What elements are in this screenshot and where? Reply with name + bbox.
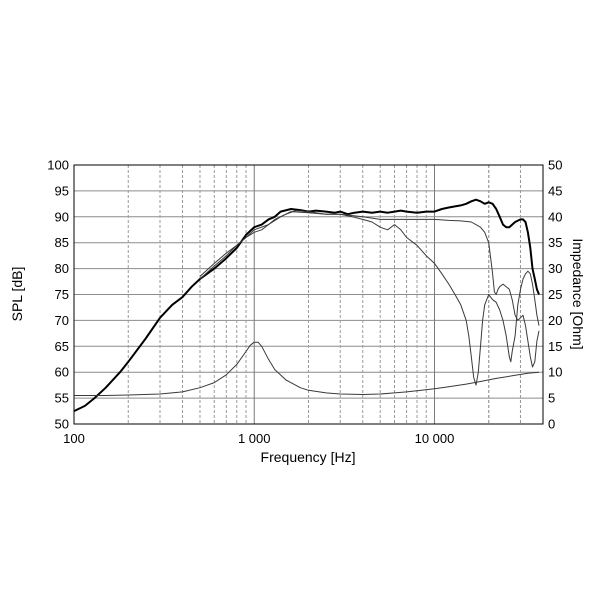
y-tick-left-label: 60 bbox=[55, 365, 69, 380]
grid bbox=[74, 165, 543, 424]
y-tick-right-label: 50 bbox=[548, 158, 562, 173]
y-tick-right-label: 20 bbox=[548, 313, 562, 328]
y-tick-right-label: 45 bbox=[548, 183, 562, 198]
plot-frame bbox=[73, 164, 544, 425]
impedance-curve bbox=[74, 341, 540, 396]
x-tick-label: 1 000 bbox=[238, 431, 271, 446]
y-tick-left-label: 75 bbox=[55, 287, 69, 302]
y-tick-left-label: 50 bbox=[55, 417, 69, 432]
y-tick-right-label: 30 bbox=[548, 261, 562, 276]
y-tick-left-label: 65 bbox=[55, 339, 69, 354]
ticks-layer: 50 55 60 65 70 75 80 85 90 95 100 0 5 10 15 20 25 30 35 40 4… bbox=[47, 158, 562, 447]
y-tick-left-label: 70 bbox=[55, 313, 69, 328]
y-tick-left-label: 100 bbox=[47, 158, 69, 173]
y-tick-right-label: 15 bbox=[548, 339, 562, 354]
y-tick-right-label: 25 bbox=[548, 287, 562, 302]
x-tick-label: 10 000 bbox=[415, 431, 455, 446]
spl-curve bbox=[199, 210, 540, 368]
spl-curve bbox=[73, 198, 540, 413]
y-tick-left-label: 95 bbox=[55, 183, 69, 198]
x-tick-label: 100 bbox=[63, 431, 85, 446]
y-tick-right-label: 35 bbox=[548, 235, 562, 250]
y-tick-right-label: 40 bbox=[548, 209, 562, 224]
y-tick-left-label: 85 bbox=[55, 235, 69, 250]
y-tick-right-label: 0 bbox=[548, 417, 555, 432]
series-layer bbox=[73, 198, 540, 413]
y-tick-left-label: 90 bbox=[55, 209, 69, 224]
x-axis-label: Frequency [Hz] bbox=[261, 449, 356, 465]
y-tick-left-label: 80 bbox=[55, 261, 69, 276]
y-tick-left-label: 55 bbox=[55, 391, 69, 406]
y-axis-right-label: Impedance [Ohm] bbox=[570, 238, 586, 349]
y-tick-right-label: 10 bbox=[548, 365, 562, 380]
spl-curve bbox=[199, 211, 540, 386]
y-axis-left-label: SPL [dB] bbox=[9, 267, 25, 322]
y-tick-right-label: 5 bbox=[548, 391, 555, 406]
